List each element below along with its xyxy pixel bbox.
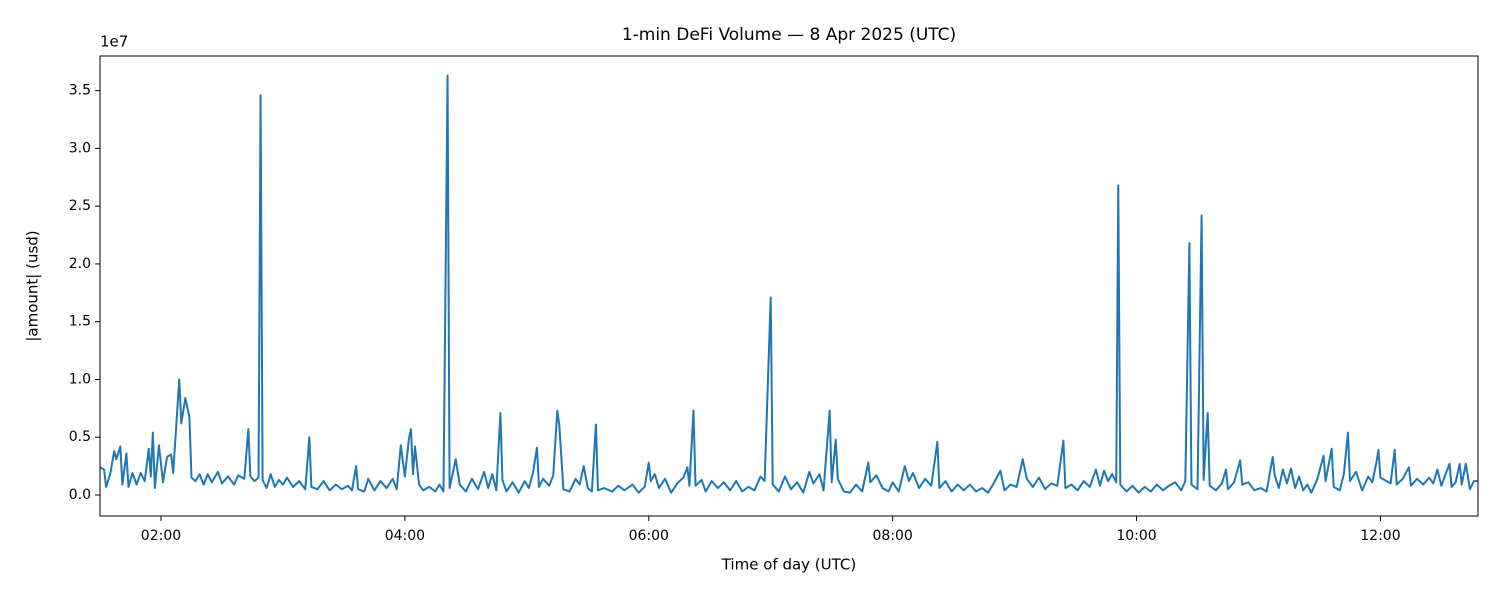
y-axis-label: |amount| (usd)	[24, 230, 42, 341]
y-tick-label: 3.5	[69, 83, 91, 99]
y-tick-label: 0.0	[69, 487, 91, 503]
volume-line	[99, 74, 1478, 494]
y-tick-label: 1.0	[69, 371, 91, 387]
x-axis-label: Time of day (UTC)	[721, 556, 857, 574]
y-tick-label: 1.5	[69, 314, 91, 330]
chart-title: 1-min DeFi Volume — 8 Apr 2025 (UTC)	[622, 25, 956, 45]
y-offset-label: 1e7	[100, 33, 128, 51]
x-tick-label: 04:00	[385, 528, 425, 544]
x-tick-label: 06:00	[629, 528, 669, 544]
x-tick-label: 12:00	[1360, 528, 1400, 544]
x-tick-label: 02:00	[141, 528, 181, 544]
x-tick-label: 10:00	[1116, 528, 1156, 544]
y-tick-label: 3.0	[69, 140, 91, 156]
plot-frame	[99, 55, 1479, 517]
y-tick-label: 2.0	[69, 256, 91, 272]
y-tick-label: 2.5	[69, 198, 91, 214]
y-tick-label: 0.5	[69, 429, 91, 445]
x-tick-label: 08:00	[872, 528, 912, 544]
